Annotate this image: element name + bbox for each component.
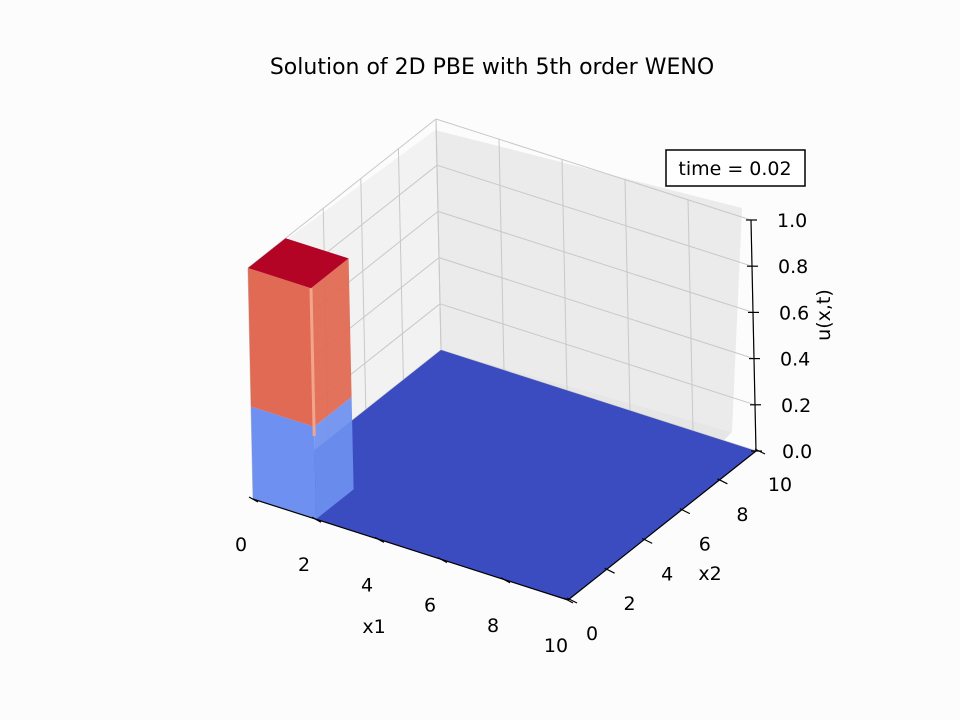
grid-side-x2-8 xyxy=(397,148,404,380)
surface-plot xyxy=(248,238,756,600)
x1-tick-mark-2 xyxy=(311,516,322,523)
x1-tick-label-4: 4 xyxy=(361,574,373,596)
x1-axis-label: x1 xyxy=(362,616,385,638)
grid-back-z-0.4 xyxy=(438,257,755,360)
z-tick-label-0.4: 0.4 xyxy=(780,349,810,371)
surface-floor xyxy=(253,350,756,600)
x2-tick-mark-2 xyxy=(604,567,615,574)
grid-back-z-0.8 xyxy=(436,164,753,267)
x2-tick-label-2: 2 xyxy=(624,593,636,615)
grid-back-x1-4 xyxy=(561,159,568,391)
x1-tick-label-10: 10 xyxy=(544,635,568,657)
x1-tick-mark-8 xyxy=(500,577,511,584)
chart-title: Solution of 2D PBE with 5th order WENO xyxy=(270,55,714,80)
x1-tick-mark-6 xyxy=(437,557,448,564)
upper-block-side-face xyxy=(311,258,352,427)
x2-tick-label-4: 4 xyxy=(661,563,673,585)
x1-axis-line xyxy=(252,498,569,601)
axis-ticks: 0 2 4 6 8 10 0 2 4 6 8 10 0.0 0.2 0.4 0.6 0.8 1.0 xyxy=(235,210,812,657)
grid-back-z-0.6 xyxy=(437,210,754,313)
x1-tick-label-0: 0 xyxy=(235,534,247,556)
back-pane-right xyxy=(435,130,742,432)
z-axis-line xyxy=(750,219,757,452)
grid-back-z-1.0 xyxy=(435,118,752,221)
z-tick-label-0.8: 0.8 xyxy=(778,256,808,278)
x1-tick-mark-10 xyxy=(563,597,574,604)
z-axis-label: u(x,t) xyxy=(813,289,835,341)
x1-tick-label-8: 8 xyxy=(487,615,499,637)
z-tick-label-1.0: 1.0 xyxy=(777,210,807,232)
x2-axis-label: x2 xyxy=(698,563,721,585)
x2-tick-label-6: 6 xyxy=(699,534,711,556)
x2-tick-mark-6 xyxy=(679,508,691,515)
time-annotation: time = 0.02 xyxy=(665,149,806,187)
x2-tick-label-10: 10 xyxy=(768,474,792,496)
grid-back-x1-8 xyxy=(687,199,694,431)
x1-tick-label-2: 2 xyxy=(298,554,310,576)
x1-tick-mark-0 xyxy=(248,496,259,503)
time-annotation-text: time = 0.02 xyxy=(678,158,791,180)
grid-back-x1-2 xyxy=(498,139,505,371)
x2-tick-label-8: 8 xyxy=(736,504,748,526)
grid-side-x2-6 xyxy=(360,178,367,410)
grid-back-x1-6 xyxy=(624,179,631,411)
time-annotation-box xyxy=(665,149,806,187)
z-tick-label-0.0: 0.0 xyxy=(782,441,812,463)
block-edge-highlight xyxy=(309,288,316,437)
lower-block-side-face xyxy=(314,397,354,520)
axis-lines xyxy=(252,219,757,601)
x2-tick-mark-4 xyxy=(641,537,653,544)
grid-back-z-0.2 xyxy=(439,303,756,406)
lower-block-front-face xyxy=(251,406,316,520)
x2-tick-mark-0 xyxy=(566,597,578,604)
x1-tick-label-6: 6 xyxy=(424,595,436,617)
upper-block-front-face xyxy=(248,268,314,427)
x2-tick-mark-8 xyxy=(717,478,728,485)
x1-tick-mark-4 xyxy=(374,536,385,543)
z-tick-label-0.6: 0.6 xyxy=(779,302,809,324)
x2-tick-label-0: 0 xyxy=(586,623,598,645)
grid-side-x2-10 xyxy=(435,118,442,351)
block-top-face xyxy=(248,238,349,289)
z-tick-label-0.2: 0.2 xyxy=(781,395,811,417)
x2-axis-line xyxy=(567,450,757,601)
